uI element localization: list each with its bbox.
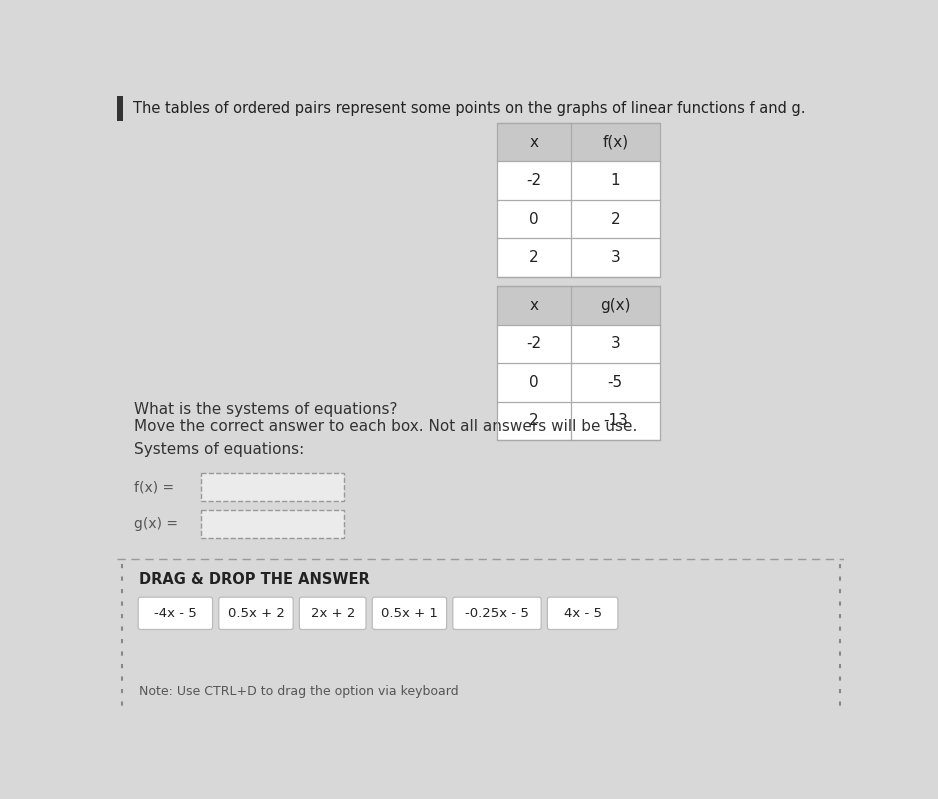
Bar xyxy=(117,96,124,121)
Text: g(x) =: g(x) = xyxy=(134,517,178,531)
Text: Systems of equations:: Systems of equations: xyxy=(134,443,305,457)
Bar xyxy=(497,363,659,402)
Text: 2: 2 xyxy=(529,413,538,428)
Text: 3: 3 xyxy=(611,250,620,265)
Bar xyxy=(497,123,659,161)
Text: 1: 1 xyxy=(611,173,620,188)
Text: f(x) =: f(x) = xyxy=(134,480,174,494)
Text: Move the correct answer to each box. Not all answers will be use.: Move the correct answer to each box. Not… xyxy=(134,419,638,435)
Text: -2: -2 xyxy=(526,173,541,188)
FancyBboxPatch shape xyxy=(372,597,446,630)
Text: 0: 0 xyxy=(529,212,538,227)
Text: 0: 0 xyxy=(529,375,538,390)
Bar xyxy=(497,200,659,238)
Bar xyxy=(201,510,344,538)
Text: 0.5x + 1: 0.5x + 1 xyxy=(381,606,438,620)
Text: -2: -2 xyxy=(526,336,541,352)
Text: 2: 2 xyxy=(529,250,538,265)
FancyBboxPatch shape xyxy=(138,597,213,630)
Bar xyxy=(497,161,659,200)
Bar xyxy=(497,286,659,440)
Text: 2x + 2: 2x + 2 xyxy=(310,606,355,620)
Text: x: x xyxy=(529,134,538,149)
FancyBboxPatch shape xyxy=(453,597,541,630)
Text: 3: 3 xyxy=(611,336,620,352)
Text: 0.5x + 2: 0.5x + 2 xyxy=(228,606,284,620)
Bar xyxy=(497,123,659,276)
Bar xyxy=(497,238,659,276)
Text: -0.25x - 5: -0.25x - 5 xyxy=(465,606,529,620)
Text: What is the systems of equations?: What is the systems of equations? xyxy=(134,403,398,417)
Text: -5: -5 xyxy=(608,375,623,390)
Bar xyxy=(201,473,344,501)
Text: Note: Use CTRL+D to drag the option via keyboard: Note: Use CTRL+D to drag the option via … xyxy=(139,685,459,698)
Text: The tables of ordered pairs represent some points on the graphs of linear functi: The tables of ordered pairs represent so… xyxy=(133,101,805,116)
Text: -4x - 5: -4x - 5 xyxy=(154,606,197,620)
Bar xyxy=(497,324,659,363)
FancyBboxPatch shape xyxy=(548,597,618,630)
FancyBboxPatch shape xyxy=(219,597,294,630)
Text: g(x): g(x) xyxy=(600,298,630,313)
Bar xyxy=(497,402,659,440)
Text: f(x): f(x) xyxy=(602,134,628,149)
Text: DRAG & DROP THE ANSWER: DRAG & DROP THE ANSWER xyxy=(139,572,370,587)
Text: 2: 2 xyxy=(611,212,620,227)
FancyBboxPatch shape xyxy=(299,597,366,630)
Text: x: x xyxy=(529,298,538,313)
Text: 4x - 5: 4x - 5 xyxy=(564,606,601,620)
Text: -13: -13 xyxy=(603,413,628,428)
Bar xyxy=(497,286,659,324)
